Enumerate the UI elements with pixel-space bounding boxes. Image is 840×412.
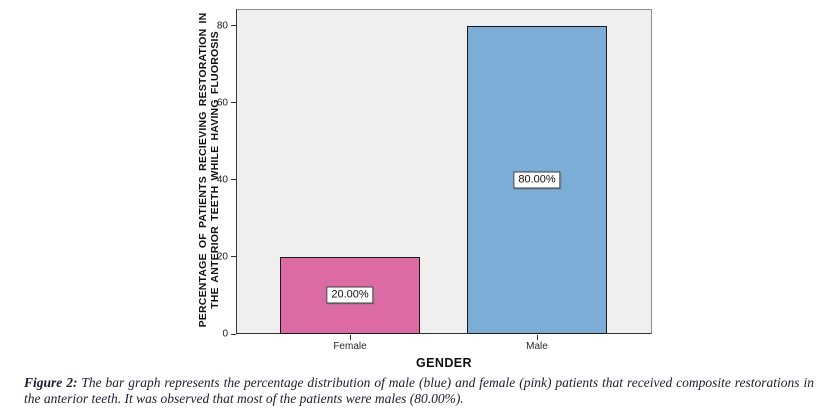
x-category-label: Male <box>526 341 548 352</box>
y-tick-mark <box>231 179 236 181</box>
y-axis-title-line2: THE ANTERIOR TEETH WHILE HAVING FLUOROSI… <box>209 31 221 309</box>
caption-line-2: the anterior teeth. It was observed that… <box>24 390 464 406</box>
x-tick-mark <box>537 335 538 340</box>
caption-figure-label: Figure 2: <box>24 375 78 390</box>
x-axis-title: GENDER <box>416 356 472 370</box>
x-tick-mark <box>350 335 351 340</box>
y-tick-mark <box>231 25 236 27</box>
y-tick-mark <box>231 102 236 104</box>
y-tick-label: 60 <box>216 97 228 109</box>
y-tick-label: 40 <box>216 174 228 186</box>
x-category-label: Female <box>333 341 367 352</box>
y-tick-mark <box>231 333 236 335</box>
y-tick-label: 80 <box>216 20 228 32</box>
y-axis-title: PERCENTAGE OF PATIENTS RECIEVING RESTORA… <box>197 0 221 342</box>
bar-value-label: 20.00% <box>326 286 374 304</box>
y-axis-title-line1: PERCENTAGE OF PATIENTS RECIEVING RESTORA… <box>197 12 209 328</box>
y-tick-label: 0 <box>222 328 228 340</box>
y-tick-label: 20 <box>216 251 228 263</box>
y-tick-mark <box>231 256 236 258</box>
bar-value-label: 80.00% <box>513 171 561 189</box>
figure-caption: Figure 2: The bar graph represents the p… <box>24 375 814 407</box>
caption-line-1: Figure 2: The bar graph represents the p… <box>24 375 814 391</box>
caption-line-1-text: The bar graph represents the percentage … <box>77 375 814 390</box>
